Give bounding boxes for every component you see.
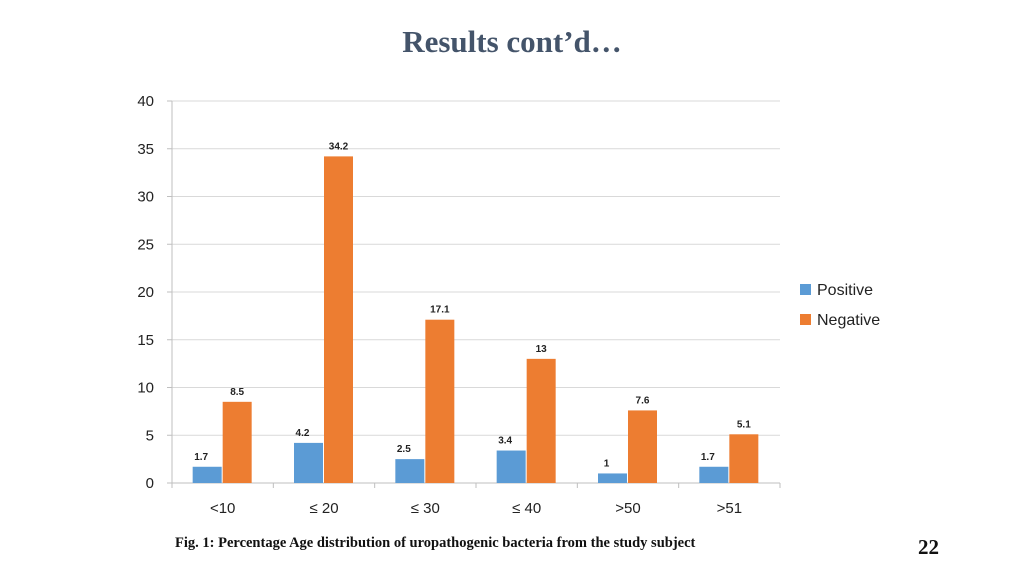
bar-positive bbox=[192, 466, 222, 483]
bar-negative bbox=[324, 156, 353, 483]
y-tick-label: 10 bbox=[137, 380, 154, 397]
y-tick-label: 35 bbox=[137, 141, 154, 158]
y-tick-label: 0 bbox=[146, 475, 154, 492]
x-tick-label: >51 bbox=[717, 500, 742, 517]
data-label-positive: 1 bbox=[604, 458, 610, 469]
bar-positive bbox=[294, 442, 323, 483]
data-label-positive: 1.7 bbox=[194, 452, 208, 463]
x-tick-label: ≤ 30 bbox=[411, 500, 440, 517]
bar-negative bbox=[628, 410, 657, 483]
bar-negative bbox=[222, 401, 252, 483]
slide-title: Results cont’d… bbox=[402, 24, 622, 59]
figure-caption: Fig. 1: Percentage Age distribution of u… bbox=[175, 535, 775, 552]
legend-label-positive: Positive bbox=[817, 282, 873, 299]
data-label-positive: 3.4 bbox=[498, 436, 512, 447]
x-tick-label: <10 bbox=[210, 500, 235, 517]
bar-negative bbox=[729, 434, 759, 483]
legend-swatch-negative bbox=[800, 314, 811, 325]
y-tick-label: 15 bbox=[137, 332, 154, 349]
data-label-positive: 2.5 bbox=[397, 444, 411, 455]
caption-prefix: Fig. 1: P bbox=[175, 535, 227, 551]
y-tick-label: 40 bbox=[137, 93, 154, 110]
caption-text: ercentage Age distribution of uropathoge… bbox=[226, 535, 696, 551]
bar-negative bbox=[425, 319, 455, 483]
data-label-positive: 4.2 bbox=[296, 428, 310, 439]
y-tick-label: 5 bbox=[146, 427, 154, 444]
data-label-negative: 5.1 bbox=[737, 419, 751, 430]
x-tick-label: >50 bbox=[615, 500, 640, 517]
data-label-positive: 1.7 bbox=[701, 452, 715, 463]
x-axis-ticks: <10 ≤ 20 ≤ 30 ≤ 40 >50 >51 bbox=[210, 500, 742, 517]
data-label-negative: 7.6 bbox=[636, 395, 650, 406]
bar-positive bbox=[598, 473, 627, 483]
legend-swatch-positive bbox=[800, 284, 811, 295]
y-tick-label: 20 bbox=[137, 284, 154, 301]
grid-lines bbox=[167, 100, 781, 488]
x-tick-label: ≤ 20 bbox=[309, 500, 338, 517]
bar-positive bbox=[699, 466, 729, 483]
y-axis-ticks: 0 5 10 15 20 25 30 35 40 bbox=[137, 93, 154, 492]
legend-label-negative: Negative bbox=[817, 312, 880, 329]
data-label-negative: 34.2 bbox=[329, 141, 349, 152]
bars bbox=[192, 156, 759, 483]
y-tick-label: 30 bbox=[137, 189, 154, 206]
page-number: 22 bbox=[918, 535, 939, 559]
legend: Positive Negative bbox=[800, 282, 880, 329]
y-tick-label: 25 bbox=[137, 236, 154, 253]
data-label-negative: 8.5 bbox=[230, 387, 244, 398]
bar-positive bbox=[395, 459, 425, 483]
bar-negative bbox=[526, 358, 556, 483]
data-label-negative: 17.1 bbox=[430, 305, 450, 316]
data-label-negative: 13 bbox=[536, 344, 548, 355]
x-tick-label: ≤ 40 bbox=[512, 500, 541, 517]
bar-positive bbox=[496, 450, 526, 483]
data-labels: 1.7 4.2 2.5 3.4 1 1.7 8.5 34.2 17.1 13 7.6 5.1 bbox=[194, 141, 751, 469]
